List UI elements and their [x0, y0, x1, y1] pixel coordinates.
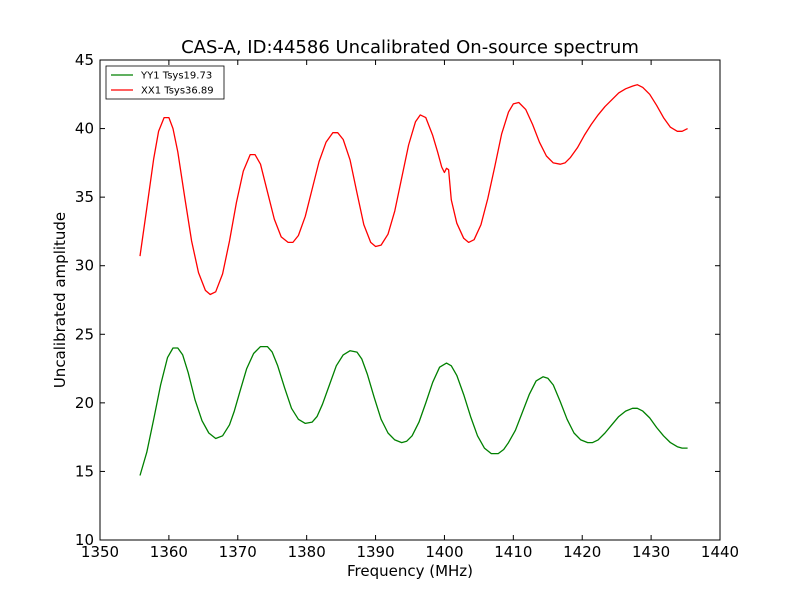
y-tick-label: 30 [75, 257, 94, 275]
x-tick-label: 1380 [288, 543, 326, 561]
x-axis: 1350 1360 1370 1380 1390 1400 1410 1420 1430 1440 [81, 60, 739, 561]
y-tick-label: 20 [75, 394, 94, 412]
x-tick-label: 1370 [219, 543, 257, 561]
x-tick-label: 1390 [356, 543, 394, 561]
x-tick-label: 1400 [425, 543, 463, 561]
y-axis-label: Uncalibrated amplitude [51, 212, 69, 388]
y-tick-label: 25 [75, 325, 94, 343]
y-tick-label: 10 [75, 531, 94, 549]
y-tick-label: 45 [75, 51, 94, 69]
y-tick-label: 35 [75, 188, 94, 206]
plot-frame [99, 59, 721, 541]
x-tick-label: 1420 [563, 543, 601, 561]
series-line-1 [139, 84, 688, 296]
y-tick-label: 40 [75, 120, 94, 138]
legend-label: XX1 Tsys36.89 [141, 86, 214, 97]
chart-title: CAS-A, ID:44586 Uncalibrated On-source s… [181, 37, 639, 58]
series-line-0 [139, 345, 688, 476]
x-tick-label: 1430 [632, 543, 670, 561]
x-tick-label: 1440 [701, 543, 739, 561]
legend-box [105, 65, 225, 100]
y-axis: 10 15 20 25 30 35 40 45 [75, 51, 720, 549]
legend-label: YY1 Tsys19.73 [140, 71, 212, 82]
y-tick-label: 15 [75, 462, 94, 480]
x-tick-label: 1350 [81, 543, 119, 561]
plot-series [139, 84, 688, 476]
x-tick-label: 1360 [150, 543, 188, 561]
x-axis-label: Frequency (MHz) [347, 562, 473, 580]
legend: YY1 Tsys19.73 XX1 Tsys36.89 [105, 65, 225, 100]
x-tick-label: 1410 [494, 543, 532, 561]
